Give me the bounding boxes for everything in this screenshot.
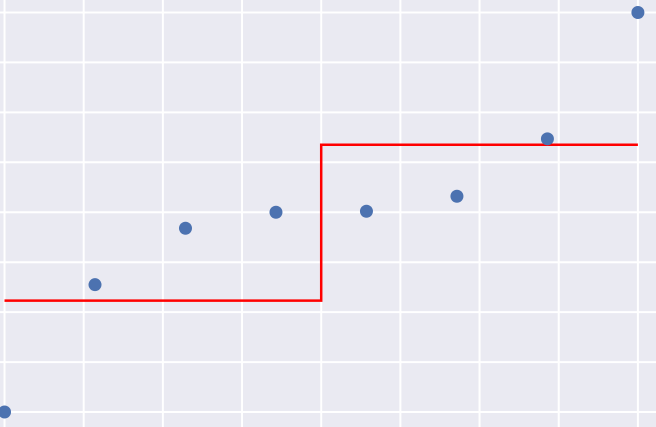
data-points [0, 5, 645, 419]
data-point [631, 5, 645, 19]
data-point [450, 189, 464, 203]
data-point [359, 204, 373, 218]
step-fit-line [4, 143, 638, 302]
data-point [178, 221, 192, 235]
fit-lines [4, 143, 638, 302]
data-point [0, 405, 12, 419]
data-point [540, 132, 554, 146]
data-point [88, 278, 102, 292]
data-point [269, 205, 283, 219]
